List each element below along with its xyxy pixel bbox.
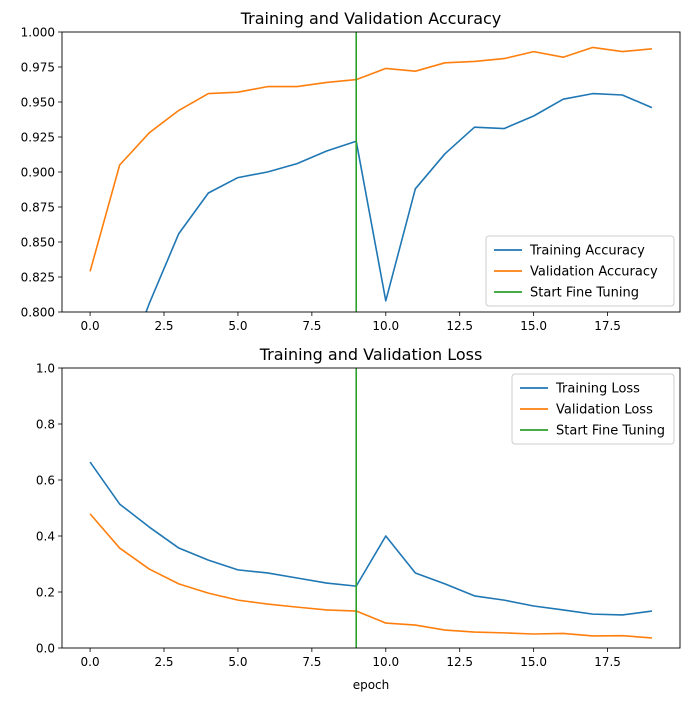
x-tick-label: 15.0 [520, 319, 547, 333]
series-line-training-loss [90, 462, 652, 615]
x-tick-label: 5.0 [228, 319, 247, 333]
x-tick-label: 5.0 [228, 655, 247, 669]
legend-label: Start Fine Tuning [530, 286, 639, 301]
legend-label: Start Fine Tuning [556, 424, 665, 439]
y-tick-label: 0.950 [21, 96, 55, 110]
x-tick-label: 17.5 [594, 655, 621, 669]
y-tick-label: 0.2 [36, 586, 55, 600]
x-tick-label: 10.0 [372, 319, 399, 333]
legend-label: Validation Accuracy [530, 265, 658, 280]
y-tick-label: 0.825 [21, 271, 55, 285]
y-tick-label: 0.900 [21, 166, 55, 180]
legend: Training Accuracy Validation Accuracy Star… [486, 236, 674, 306]
x-tick-label: 12.5 [446, 655, 473, 669]
x-tick-label: 2.5 [154, 655, 173, 669]
legend-label: Training Accuracy [529, 244, 645, 259]
y-tick-label: 0.925 [21, 131, 55, 145]
y-tick-label: 0.6 [36, 474, 55, 488]
x-tick-label: 10.0 [372, 655, 399, 669]
y-tick-label: 0.850 [21, 236, 55, 250]
x-axis-label: epoch [353, 678, 390, 692]
chart-title: Training and Validation Loss [259, 345, 483, 364]
y-tick-label: 0.8 [36, 418, 55, 432]
legend: Training Loss Validation Loss Start Fine T… [512, 374, 674, 444]
chart-title: Training and Validation Accuracy [240, 9, 502, 28]
x-tick-label: 12.5 [446, 319, 473, 333]
x-tick-label: 7.5 [302, 655, 321, 669]
chart-1: Training and Validation Loss 0.0 2.5 5.0 7.5… [36, 345, 680, 692]
y-tick-label: 0.4 [36, 530, 55, 544]
x-tick-label: 17.5 [594, 319, 621, 333]
legend-label: Training Loss [555, 382, 640, 397]
x-tick-label: 7.5 [302, 319, 321, 333]
x-tick-label: 0.0 [81, 655, 100, 669]
y-tick-label: 0.975 [21, 61, 55, 75]
y-tick-label: 0.875 [21, 201, 55, 215]
x-tick-label: 0.0 [81, 319, 100, 333]
legend-label: Validation Loss [556, 403, 653, 418]
y-tick-label: 0.0 [36, 642, 55, 656]
y-tick-label: 1.0 [36, 362, 55, 376]
series-line-validation-loss [90, 514, 652, 638]
y-tick-label: 0.800 [21, 306, 55, 320]
x-tick-label: 15.0 [520, 655, 547, 669]
y-tick-label: 1.000 [21, 26, 55, 40]
x-tick-label: 2.5 [154, 319, 173, 333]
